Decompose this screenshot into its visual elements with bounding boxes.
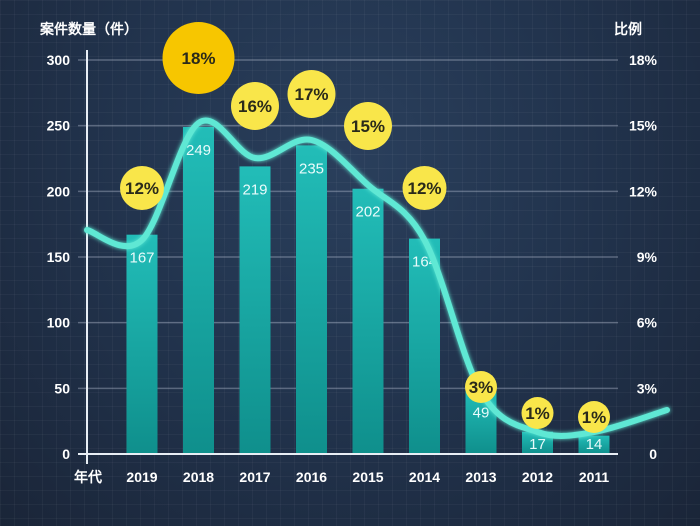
ratio-label: 3% [469, 378, 494, 397]
ratio-label: 17% [294, 85, 328, 104]
x-tick-label: 2019 [126, 469, 157, 485]
bar-value-label: 167 [129, 250, 154, 267]
bar [352, 188, 384, 454]
ratio-bubble [465, 371, 497, 403]
ratio-bubble [402, 166, 447, 210]
bar-value-label: 17 [529, 436, 546, 453]
bar [296, 145, 327, 454]
x-tick-label: 2012 [522, 469, 553, 485]
ratio-label: 12% [125, 179, 159, 198]
ratio-label: 1% [582, 408, 607, 427]
y-tick-label: 0 [62, 446, 70, 462]
bar-value-label: 14 [586, 436, 603, 453]
bar-value-label: 235 [299, 160, 324, 177]
ratio-bubble [120, 166, 164, 210]
bar [126, 234, 158, 454]
y2-tick-label: 12% [629, 183, 658, 199]
bar [578, 435, 610, 454]
x-tick-label: 2018 [183, 469, 214, 485]
ratio-label: 1% [525, 404, 550, 423]
y-tick-label: 200 [47, 183, 71, 199]
x-tick-label: 2017 [239, 469, 270, 485]
ratio-bubble [344, 102, 392, 150]
ratio-bubble [521, 397, 554, 429]
y2-tick-label: 15% [629, 118, 658, 134]
x-tick-label: 2013 [465, 469, 496, 485]
y-tick-label: 100 [47, 315, 71, 331]
y-tick-label: 250 [47, 118, 71, 134]
bar-value-label: 249 [186, 142, 211, 159]
bar [239, 166, 271, 454]
bar-value-label: 219 [242, 181, 267, 198]
ratio-label: 12% [407, 179, 441, 198]
ratio-bubble [287, 70, 336, 118]
y-tick-label: 300 [47, 52, 71, 68]
y2-tick-label: 9% [637, 249, 658, 265]
bar [409, 238, 440, 454]
y2-tick-label: 0 [649, 446, 657, 462]
y-tick-label: 150 [47, 249, 71, 265]
ratio-label: 18% [181, 49, 215, 68]
y2-tick-label: 18% [629, 52, 658, 68]
bar-value-label: 202 [355, 204, 380, 221]
ratio-bubble [162, 22, 235, 94]
x-tick-label: 2016 [296, 469, 327, 485]
y2-tick-label: 3% [637, 380, 658, 396]
y2-tick-label: 6% [637, 315, 658, 331]
x-tick-label: 2014 [409, 469, 440, 485]
x-tick-label: 2015 [352, 469, 383, 485]
ratio-label: 15% [351, 117, 385, 136]
ratio-bubble [231, 82, 279, 130]
x-axis-title: 年代 [74, 469, 102, 485]
ratio-bubble [578, 401, 610, 433]
x-tick-label: 2011 [579, 469, 610, 485]
ratio-line [84, 117, 670, 439]
y2-axis-title: 比例 [614, 21, 642, 37]
y-tick-label: 50 [54, 380, 70, 396]
bar-value-label: 49 [473, 405, 490, 422]
y-axis-title: 案件数量（件） [39, 21, 138, 37]
bar [183, 126, 214, 454]
ratio-label: 16% [238, 97, 272, 116]
